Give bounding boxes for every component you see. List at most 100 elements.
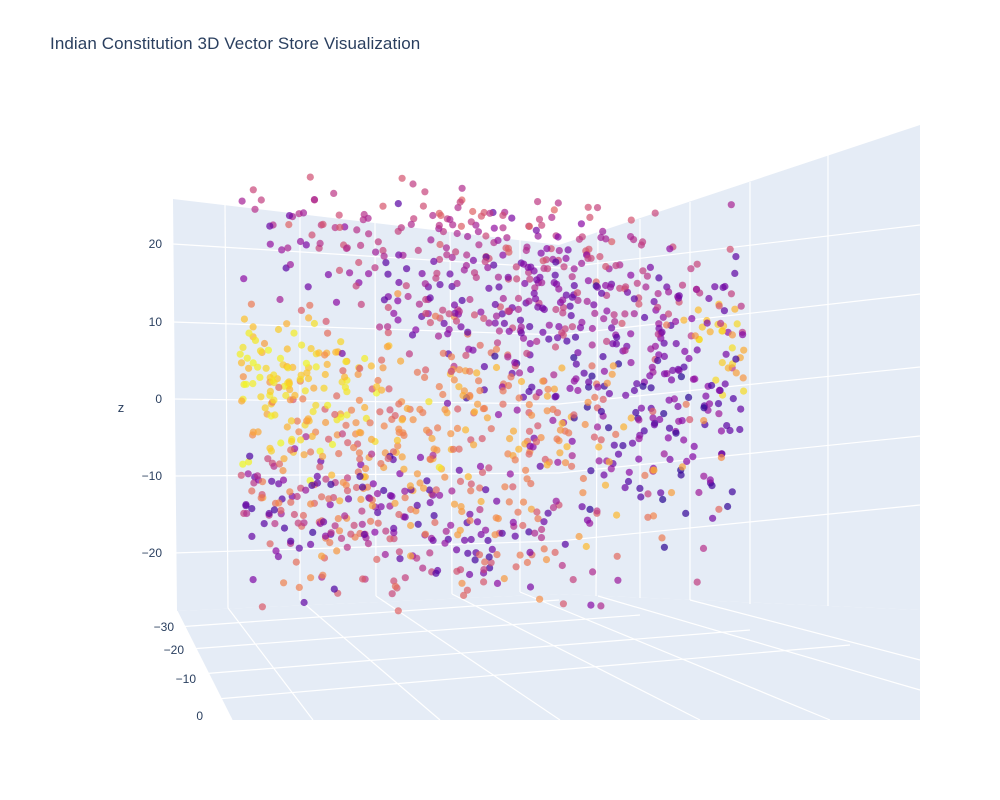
scatter-point [552,258,560,266]
scatter-point [380,296,388,304]
floorgrid-a-4 [451,593,701,721]
scatter-point [439,349,447,357]
scatter-point [678,281,687,289]
scatter-point [485,464,493,472]
scatter-point [727,290,736,298]
zgrid-right-0 [558,224,921,269]
scatter-point [374,519,382,527]
scatter-point [568,273,576,281]
scatter-point [336,223,344,231]
scatter-point [498,529,506,537]
scatter-point [596,253,604,261]
scatter-point [395,510,403,519]
scatter-point [452,248,460,256]
scatter-point [407,521,415,530]
scatter-point [555,285,563,293]
scatter-point [326,539,334,547]
scatter-point [296,237,305,246]
scatter-point [650,421,659,429]
scatter-point [287,498,295,506]
scatter-point [318,493,326,501]
scatter-point [401,487,409,495]
scatter-point [599,395,607,403]
scatter-point [336,497,344,505]
scatter-point [627,271,635,279]
scatter-point [601,481,610,489]
scatter-point [542,556,551,564]
scatter-point [550,206,558,214]
scatter-point [393,436,401,444]
scatter-point [627,414,635,422]
scatter-point [460,591,468,600]
scatter-point [705,400,714,408]
scatter-point [249,359,257,367]
scatter-point [307,574,315,582]
scatter-point [366,419,374,427]
scatter-point [620,423,628,431]
scatter-point [334,515,342,523]
scatter-point [357,429,365,437]
scatter-point [322,418,330,427]
scatter-point [299,209,308,217]
scatter-point [665,288,673,296]
floorgrid-a-7 [689,599,921,661]
scatter-point [395,548,403,556]
scatter-point [450,500,459,508]
scatter-point [401,494,409,502]
scatter-point [580,369,588,377]
scatter-point [238,397,246,405]
scatter-point [573,289,582,297]
scatter-point [739,331,747,339]
scatter-point [439,306,447,314]
scatter-point [373,383,381,391]
scatter-point [558,561,566,570]
scatter-point [556,449,564,457]
scatter-point [256,347,265,355]
scatter-point [608,324,616,332]
scatter-point [400,465,408,473]
scatter-point [603,337,611,345]
scatter-point [332,348,340,356]
scatter-point [443,399,452,407]
scatter-point [525,297,533,305]
scatter-point [556,426,565,434]
scatter-point [715,505,723,513]
y-tick-label: −20 [164,643,185,657]
scatter-point [421,530,429,538]
scatter-point [570,265,578,273]
scatter-point [700,417,708,425]
scatter-point [267,447,275,455]
scatter-point [583,516,592,524]
scatter-point [339,478,347,487]
scatter-point [487,425,495,433]
scatter-point [504,307,512,315]
scatter-point [543,461,551,469]
scatter-point [275,499,283,507]
scatter-point [272,547,280,555]
zgrid-right-1 [558,293,921,336]
scatter-point [385,385,393,393]
scatter-point [560,263,568,271]
scatter-point [533,337,541,345]
scatter-point [568,437,576,445]
scatter-point [391,582,399,590]
scatter-point [456,566,465,574]
scatter-point [480,363,488,371]
scatter-point [597,407,606,416]
scatter-point [285,212,294,220]
scatter-point [406,482,414,490]
scatter-point [482,486,490,494]
scatter-point [407,220,415,228]
scatter-point [588,341,596,349]
scatter-point [659,495,667,504]
scatter-point [325,495,333,503]
scatter-point [536,595,544,603]
scatter-point [287,437,296,445]
scatter-point [426,549,434,557]
scatter-point [577,220,586,228]
scatter-point [605,390,614,398]
scatter-point [394,442,402,450]
scatter-point [733,320,741,328]
scatter-point [552,305,560,314]
